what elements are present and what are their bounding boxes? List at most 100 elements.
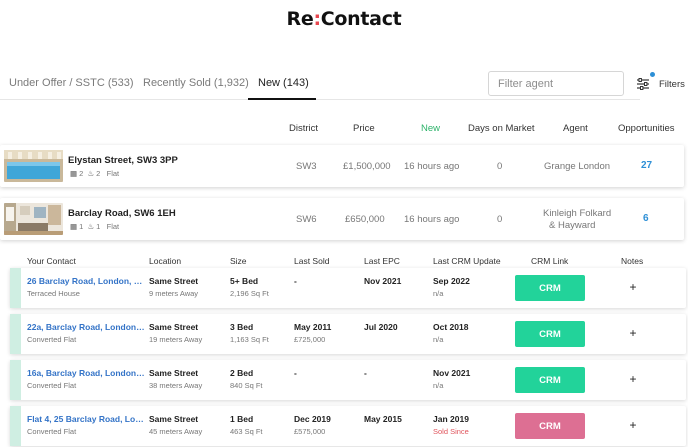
- distance-value: 19 meters Away: [149, 335, 203, 344]
- property-title[interactable]: Elystan Street, SW3 3PP: [68, 155, 178, 166]
- row-accent-bar: [10, 268, 21, 308]
- filters-active-dot: [650, 72, 655, 77]
- property-row[interactable]: Elystan Street, SW3 3PP ▦ 2 ♨ 2 Flat SW3 £…: [0, 145, 684, 187]
- agent-value: Grange London: [544, 161, 611, 172]
- header-last-epc: Last EPC: [364, 256, 400, 266]
- last-sold-price: £575,000: [294, 427, 326, 436]
- new-value: 16 hours ago: [404, 214, 460, 225]
- header-last-crm-update: Last CRM Update: [433, 256, 501, 266]
- tab-under-offer[interactable]: Under Offer / SSTC (533): [9, 77, 134, 89]
- property-title[interactable]: Barclay Road, SW6 1EH: [68, 208, 176, 219]
- property-type: Flat: [106, 222, 120, 231]
- last-epc-value: Nov 2021: [364, 276, 402, 286]
- header-opportunities: Opportunities: [618, 123, 675, 134]
- property-row[interactable]: Barclay Road, SW6 1EH ▦ 1 ♨ 1 Flat SW6 £65…: [0, 198, 684, 240]
- contact-row: 16a, Barclay Road, London, SW6 1EH Conve…: [10, 360, 686, 400]
- property-meta: ▦ 1 ♨ 1 Flat: [70, 222, 119, 231]
- property-photo-room: [4, 203, 63, 235]
- beds-value: 1 Bed: [230, 414, 254, 424]
- agent-value-line1: Kinleigh Folkard: [543, 208, 612, 219]
- filter-agent-input[interactable]: [488, 71, 624, 96]
- opportunities-link[interactable]: 6: [643, 213, 649, 224]
- last-sold-value: Dec 2019: [294, 414, 331, 424]
- price-value: £650,000: [345, 214, 385, 225]
- beds-count: 2: [79, 169, 84, 178]
- district-value: SW3: [296, 161, 317, 172]
- days-on-market-value: 0: [497, 214, 503, 225]
- last-epc-value: -: [364, 368, 367, 378]
- location-value: Same Street: [149, 368, 199, 378]
- property-photo-pool: [4, 150, 63, 182]
- crm-button[interactable]: CRM: [515, 321, 585, 347]
- filters-button[interactable]: Filters: [632, 72, 688, 96]
- row-accent-bar: [10, 406, 21, 446]
- bed-icon: ▦: [70, 222, 78, 231]
- district-value: SW6: [296, 214, 317, 225]
- header-agent: Agent: [563, 123, 588, 134]
- crm-update-sub: n/a: [433, 381, 444, 390]
- contact-address-link[interactable]: 22a, Barclay Road, London, SW6 1EH: [27, 322, 145, 332]
- new-value: 16 hours ago: [404, 161, 460, 172]
- crm-update-value: Nov 2021: [433, 368, 471, 378]
- header-new: New: [421, 123, 441, 134]
- logo-text-contact: Contact: [320, 8, 402, 30]
- sqft-value: 1,163 Sq Ft: [230, 335, 269, 344]
- tab-recently-sold[interactable]: Recently Sold (1,932): [143, 77, 249, 89]
- crm-update-sub: n/a: [433, 335, 444, 344]
- crm-update-value: Oct 2018: [433, 322, 469, 332]
- bed-icon: ▦: [70, 169, 78, 178]
- crm-button[interactable]: CRM: [515, 275, 585, 301]
- distance-value: 38 meters Away: [149, 381, 203, 390]
- contact-address-link[interactable]: 16a, Barclay Road, London, SW6 1EH: [27, 368, 145, 378]
- header-size: Size: [230, 256, 247, 266]
- contact-row: 22a, Barclay Road, London, SW6 1EH Conve…: [10, 314, 686, 354]
- status-tabs: Under Offer / SSTC (533) Recently Sold (…: [0, 70, 640, 100]
- header-district: District: [289, 123, 319, 134]
- distance-value: 9 meters Away: [149, 289, 199, 298]
- add-note-button[interactable]: +: [626, 279, 640, 295]
- location-value: Same Street: [149, 276, 199, 286]
- add-note-button[interactable]: +: [626, 417, 640, 433]
- price-value: £1,500,000: [343, 161, 391, 172]
- contact-property-type: Converted Flat: [27, 335, 77, 344]
- days-on-market-value: 0: [497, 161, 503, 172]
- beds-value: 2 Bed: [230, 368, 254, 378]
- crm-update-value: Jan 2019: [433, 414, 469, 424]
- last-sold-value: May 2011: [294, 322, 332, 332]
- property-type: Flat: [106, 169, 120, 178]
- row-accent-bar: [10, 360, 21, 400]
- crm-update-sub: Sold Since: [433, 427, 469, 436]
- contact-row: 26 Barclay Road, London, SW6 1EH Terrace…: [10, 268, 686, 308]
- contact-address-link[interactable]: Flat 4, 25 Barclay Road, London, SW6 1EH: [27, 414, 145, 424]
- bath-icon: ♨: [87, 222, 95, 231]
- beds-value: 3 Bed: [230, 322, 254, 332]
- last-sold-value: -: [294, 276, 297, 286]
- header-location: Location: [149, 256, 182, 266]
- last-sold-price: £725,000: [294, 335, 326, 344]
- last-sold-value: -: [294, 368, 297, 378]
- crm-button[interactable]: CRM: [515, 367, 585, 393]
- location-value: Same Street: [149, 322, 199, 332]
- baths-count: 1: [96, 222, 101, 231]
- opportunities-link[interactable]: 27: [641, 160, 653, 171]
- crm-button[interactable]: CRM: [515, 413, 585, 439]
- brand-logo: Re:Contact: [0, 8, 688, 30]
- sliders-icon: [637, 78, 649, 90]
- last-epc-value: Jul 2020: [364, 322, 398, 332]
- header-days-on-market: Days on Market: [468, 123, 535, 134]
- contact-property-type: Terraced House: [27, 289, 80, 298]
- baths-count: 2: [96, 169, 101, 178]
- contact-address-link[interactable]: 26 Barclay Road, London, SW6 1EH: [27, 276, 145, 286]
- filters-label: Filters: [659, 79, 685, 90]
- crm-update-sub: n/a: [433, 289, 444, 298]
- header-last-sold: Last Sold: [294, 256, 330, 266]
- beds-value: 5+ Bed: [230, 276, 259, 286]
- bath-icon: ♨: [87, 169, 95, 178]
- contact-property-type: Converted Flat: [27, 427, 77, 436]
- add-note-button[interactable]: +: [626, 325, 640, 341]
- agent-value-line2: & Hayward: [549, 220, 596, 231]
- add-note-button[interactable]: +: [626, 371, 640, 387]
- sqft-value: 840 Sq Ft: [230, 381, 263, 390]
- contact-property-type: Converted Flat: [27, 381, 77, 390]
- tab-new[interactable]: New (143): [258, 77, 309, 89]
